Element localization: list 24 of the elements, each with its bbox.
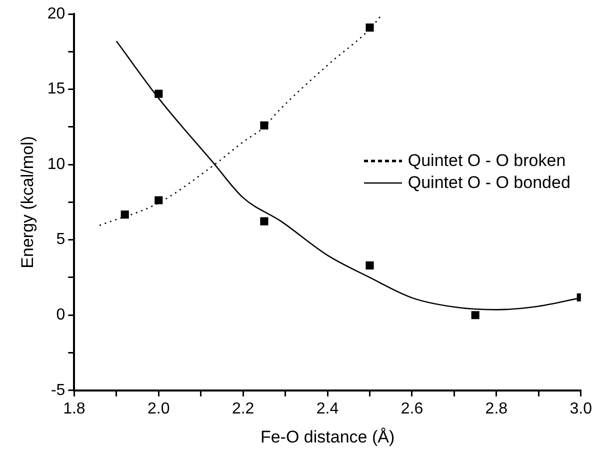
y-tick-label: 10 — [47, 156, 66, 173]
point — [366, 261, 374, 270]
x-tick-label: 1.8 — [63, 400, 86, 418]
point — [120, 210, 129, 219]
y-tick-label: -5 — [50, 382, 66, 399]
point — [154, 196, 163, 204]
y-tick-label: 5 — [56, 231, 66, 248]
point — [260, 121, 268, 130]
x-tick-label: 2.6 — [400, 400, 424, 418]
x-tick-label: 3.0 — [570, 400, 592, 418]
x-tick-label: 2.8 — [485, 400, 508, 418]
x-tick-label: 2.2 — [232, 400, 254, 418]
x-tick-label: 2.0 — [148, 400, 170, 418]
y-axis-title: Energy (kcal/mol) — [18, 136, 37, 268]
y-tick-label: 15 — [47, 80, 66, 98]
point — [366, 24, 374, 32]
y-tick-label: 20 — [47, 5, 66, 22]
y-tick-label: 0 — [56, 306, 66, 324]
legend-label: Quintet O - O bonded — [408, 172, 570, 194]
x-tick-label: 2.4 — [316, 400, 339, 418]
legend-label: Quintet O - O broken — [408, 150, 566, 172]
x-axis-title: Fe-O distance (Å) — [260, 427, 395, 446]
point — [471, 311, 480, 320]
point — [260, 217, 268, 226]
